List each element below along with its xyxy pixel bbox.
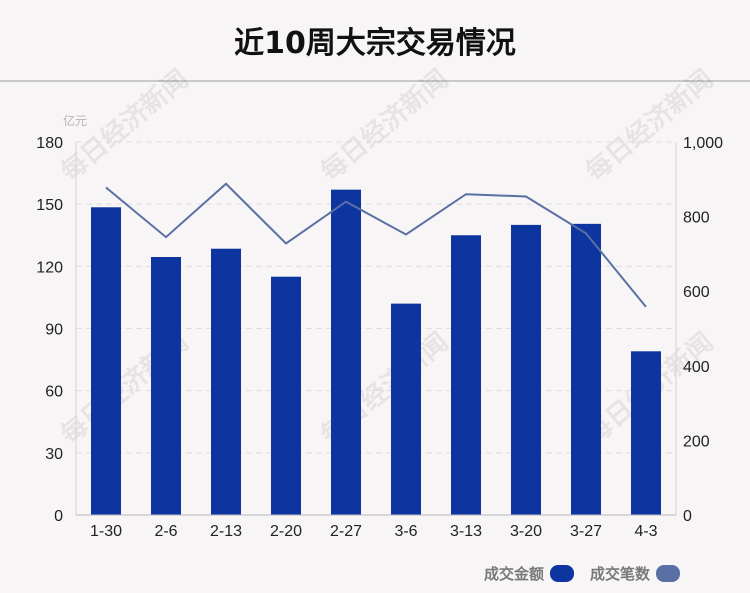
legend-item-count[interactable]: 成交笔数: [590, 563, 681, 584]
legend-swatch-amount: [550, 565, 575, 582]
y-right-tick-label: 200: [683, 433, 710, 450]
legend-swatch-count: [656, 565, 681, 582]
legend-label-amount: 成交金额: [484, 565, 545, 583]
x-tick-label: 3-13: [450, 523, 482, 540]
line-series-count: [105, 182, 647, 308]
x-tick-label: 3-6: [394, 523, 417, 540]
bar-2-13: [211, 248, 241, 515]
x-tick-label: 2-27: [330, 523, 362, 540]
y-right-tick-label: 800: [683, 210, 710, 227]
bar-3-20: [511, 224, 541, 515]
x-tick-label: 2-6: [154, 523, 177, 540]
legend-item-amount[interactable]: 成交金额: [484, 563, 575, 584]
y-left-tick-label: 0: [54, 508, 63, 525]
chart-title: 近10周大宗交易情况: [234, 26, 516, 61]
bar-4-3: [631, 351, 661, 515]
y-left-tick-label: 90: [45, 322, 63, 339]
bar-2-6: [151, 257, 181, 515]
x-tick-label: 1-30: [90, 523, 122, 540]
bar-3-6: [391, 303, 421, 515]
y-right-tick-label: 1,000: [683, 135, 723, 152]
legend-label-count: 成交笔数: [590, 565, 651, 583]
y-right-tick-label: 600: [683, 284, 710, 301]
chart-legend: 成交金额 成交笔数: [484, 563, 696, 584]
y-right-tick-label: 0: [683, 508, 692, 525]
bar-3-27: [571, 223, 601, 515]
y-left-tick-label: 60: [45, 384, 63, 401]
y-left-tick-label: 120: [36, 259, 63, 276]
y-left-tick-label: 30: [45, 446, 63, 463]
watermark-text: 每日经济新闻: [580, 63, 719, 187]
x-tick-label: 4-3: [634, 523, 657, 540]
title-divider: [0, 80, 750, 82]
y-left-tick-label: 180: [36, 135, 63, 152]
x-tick-label: 3-27: [570, 523, 602, 540]
y-left-unit-label: 亿元: [63, 113, 87, 128]
y-right-tick-label: 400: [683, 359, 710, 376]
bar-2-20: [271, 276, 301, 515]
x-tick-label: 2-20: [270, 523, 302, 540]
bar-1-30: [91, 207, 121, 515]
watermark-text: 每日经济新闻: [315, 63, 454, 187]
x-tick-label: 2-13: [210, 523, 242, 540]
x-tick-label: 3-20: [510, 523, 542, 540]
y-left-tick-label: 150: [36, 197, 63, 214]
bar-2-27: [331, 189, 361, 515]
bar-3-13: [451, 235, 481, 515]
